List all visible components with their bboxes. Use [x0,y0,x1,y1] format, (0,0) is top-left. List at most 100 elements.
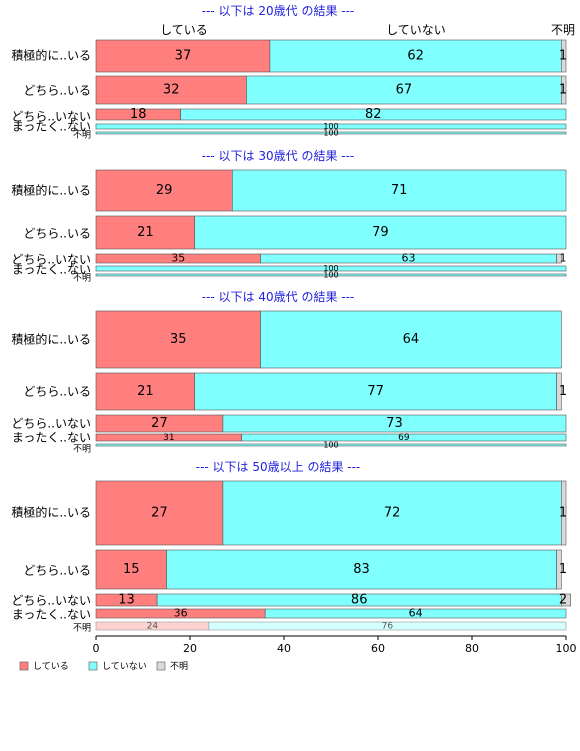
data-label: 100 [323,271,338,280]
category-label: どちら..いる [23,385,91,399]
legend-swatch-1 [88,661,98,671]
data-label: 1 [559,83,567,98]
data-label: 21 [137,384,154,399]
bar-segment [556,372,562,411]
category-label: どちら..いる [23,84,91,98]
panel-title-2: --- 以下は 40歳代 の結果 --- [202,290,355,304]
data-label: 36 [174,607,188,620]
category-label: 不明 [73,444,91,455]
data-label: 35 [170,332,187,347]
top-label-2: 不明 [551,23,575,37]
category-label: どちら..いない [11,594,91,608]
bar-segment [560,75,567,105]
panel-title-1: --- 以下は 30歳代 の結果 --- [202,149,355,163]
bar-segment [95,123,567,130]
data-label: 64 [403,332,420,347]
x-tick-label: 40 [277,642,291,655]
category-label: 積極的に..いる [11,332,91,347]
data-label: 1 [560,252,567,265]
bar-segment [95,372,195,411]
category-label: 積極的に..いる [11,183,91,198]
bar-segment [166,549,557,590]
bar-segment [95,443,567,447]
x-tick-label: 60 [371,642,385,655]
data-label: 2 [559,593,567,608]
bar-segment [95,215,195,250]
data-label: 71 [391,183,408,198]
bar-segment [556,253,562,264]
data-label: 37 [175,49,192,64]
data-label: 18 [130,107,147,122]
legend-swatch-2 [156,661,166,671]
top-label-1: していない [386,23,446,37]
bar-segment [241,433,567,442]
legend-label-2: 不明 [170,661,188,672]
x-tick-label: 0 [93,642,100,655]
data-label: 100 [323,122,338,131]
category-label: 積極的に..いる [11,505,91,520]
data-label: 24 [147,622,159,632]
data-label: 76 [382,622,394,632]
data-label: 100 [323,129,338,138]
data-label: 13 [118,593,135,608]
data-label: 72 [384,506,401,521]
bar-segment [269,39,562,73]
data-label: 32 [163,83,180,98]
bar-segment [95,131,567,135]
category-label: 不明 [73,623,91,634]
data-label: 67 [396,83,413,98]
bar-segment [560,480,567,546]
bar-segment [95,169,233,212]
data-label: 86 [351,593,368,608]
data-label: 100 [323,264,338,273]
data-label: 15 [123,562,140,577]
data-label: 27 [151,506,168,521]
category-label: まったく..ない [12,608,91,622]
bar-segment [194,215,567,250]
category-label: 積極的に..いる [11,48,91,63]
data-label: 35 [171,252,185,265]
bar-segment [232,169,567,212]
legend-label-0: している [33,661,69,672]
category-label: 不明 [73,273,91,284]
bar-segment [556,549,562,590]
x-tick-label: 100 [556,642,577,655]
data-label: 1 [559,562,567,577]
bar-segment [95,39,271,73]
top-label-0: している [160,23,208,37]
data-label: 77 [367,384,384,399]
data-label: 100 [323,441,338,450]
bar-segment [180,108,567,121]
panel-title-0: --- 以下は 20歳代 の結果 --- [202,4,355,18]
bar-segment [95,549,167,590]
bar-segment [560,39,567,73]
x-tick-label: 20 [183,642,197,655]
bar-segment [95,273,567,277]
category-label: まったく..ない [12,263,91,277]
data-label: 1 [559,506,567,521]
legend-swatch-0 [19,661,29,671]
bar-segment [260,310,562,369]
category-label: どちら..いない [11,417,91,431]
panel-title-3: --- 以下は 50歳以上 の結果 --- [196,460,361,474]
data-label: 82 [365,107,382,122]
bar-segment [560,593,571,607]
bar-segment [95,310,261,369]
category-label: どちら..いる [23,564,91,578]
legend-label-1: していない [102,661,147,672]
category-label: 不明 [73,130,91,141]
data-label: 1 [559,49,567,64]
bar-segment [222,414,567,433]
category-label: まったく..ない [12,120,91,134]
data-label: 79 [372,225,389,240]
data-label: 69 [398,433,410,443]
bar-segment [95,265,567,272]
data-label: 21 [137,225,154,240]
category-label: どちら..いる [23,227,91,241]
x-tick-label: 80 [465,642,479,655]
data-label: 64 [409,607,423,620]
category-label: まったく..ない [12,431,91,445]
data-label: 29 [156,183,173,198]
